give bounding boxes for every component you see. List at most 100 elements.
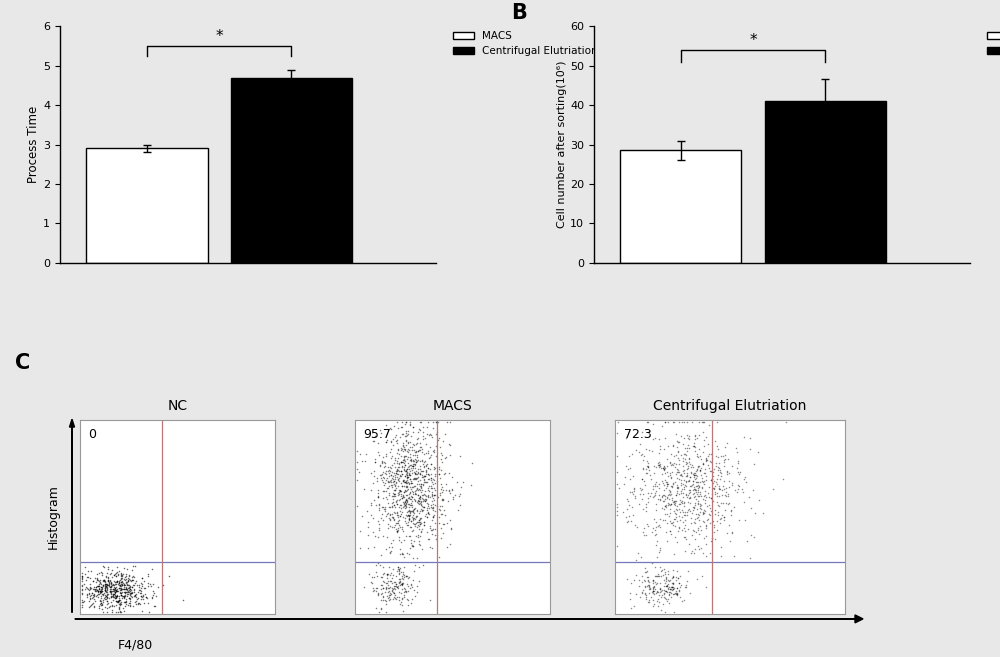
Point xyxy=(387,584,403,595)
Point xyxy=(696,417,712,428)
Point xyxy=(107,591,123,602)
Point xyxy=(379,532,395,543)
Point xyxy=(701,500,717,510)
Point xyxy=(402,543,418,553)
Point xyxy=(365,526,381,537)
Point xyxy=(666,458,682,468)
Point xyxy=(687,533,703,544)
Point xyxy=(398,501,414,512)
Point xyxy=(673,475,689,486)
Point xyxy=(610,417,626,428)
Point xyxy=(401,511,417,522)
Point xyxy=(720,499,736,509)
Point xyxy=(639,467,655,478)
Point xyxy=(401,468,417,479)
Point xyxy=(419,512,435,522)
Point xyxy=(680,524,696,534)
Point xyxy=(667,477,683,487)
Point xyxy=(121,585,137,595)
Point xyxy=(107,584,123,595)
Point xyxy=(425,512,441,522)
Point xyxy=(659,461,675,471)
Point xyxy=(423,459,439,469)
Point xyxy=(391,514,407,525)
Point xyxy=(640,458,656,468)
Point xyxy=(681,442,697,453)
Point xyxy=(84,599,100,609)
Text: NC: NC xyxy=(167,399,188,413)
Point xyxy=(660,593,676,604)
Point xyxy=(687,514,703,524)
Point xyxy=(386,485,402,495)
Point xyxy=(695,507,711,518)
Point xyxy=(108,568,124,578)
Point xyxy=(392,510,408,521)
Point xyxy=(365,478,381,489)
Point xyxy=(609,509,625,520)
Point xyxy=(419,429,435,440)
Point xyxy=(103,581,119,592)
Point xyxy=(410,530,426,541)
Point xyxy=(433,509,449,520)
Point xyxy=(109,576,125,586)
Point xyxy=(657,593,673,603)
Point xyxy=(389,526,405,536)
Point xyxy=(691,443,707,454)
Point xyxy=(93,587,109,597)
Point xyxy=(74,595,90,606)
Point xyxy=(623,578,639,589)
Bar xyxy=(620,150,741,263)
Point xyxy=(380,461,396,472)
Point xyxy=(93,567,109,578)
Point xyxy=(367,457,383,467)
Point xyxy=(670,453,686,463)
Point xyxy=(424,515,440,526)
Point xyxy=(711,491,727,502)
Point xyxy=(704,453,720,463)
Point xyxy=(134,573,150,583)
Point xyxy=(387,432,403,442)
Point xyxy=(423,459,439,470)
Point xyxy=(696,479,712,489)
Point xyxy=(393,466,409,477)
Point xyxy=(104,580,120,591)
Point xyxy=(703,475,719,486)
Point xyxy=(384,541,400,552)
Point xyxy=(110,595,126,606)
Point xyxy=(400,476,416,487)
Point xyxy=(384,497,400,508)
Point xyxy=(417,486,433,497)
Point xyxy=(95,595,111,606)
Point xyxy=(108,585,124,595)
Point xyxy=(113,579,129,589)
Point xyxy=(401,514,417,524)
Point xyxy=(652,441,668,451)
Point xyxy=(707,509,723,520)
Point xyxy=(113,568,129,578)
Point xyxy=(91,584,107,595)
Point xyxy=(116,606,132,616)
Point xyxy=(108,595,124,606)
Point xyxy=(354,510,370,521)
Point xyxy=(112,587,128,597)
Point xyxy=(400,493,416,503)
Point xyxy=(437,453,453,463)
Point xyxy=(636,575,652,585)
Point xyxy=(432,472,448,483)
Point xyxy=(381,590,397,600)
Point xyxy=(374,579,390,590)
Point xyxy=(387,485,403,495)
Point xyxy=(704,533,720,543)
Point xyxy=(105,591,121,601)
Point xyxy=(381,490,397,501)
Point xyxy=(83,600,99,610)
Point xyxy=(634,588,650,599)
Point xyxy=(407,514,423,524)
Point xyxy=(435,519,451,530)
Point xyxy=(114,593,130,603)
Point xyxy=(382,447,398,457)
Point xyxy=(389,507,405,517)
Point xyxy=(113,574,129,584)
Point xyxy=(409,505,425,516)
Point xyxy=(415,496,431,507)
